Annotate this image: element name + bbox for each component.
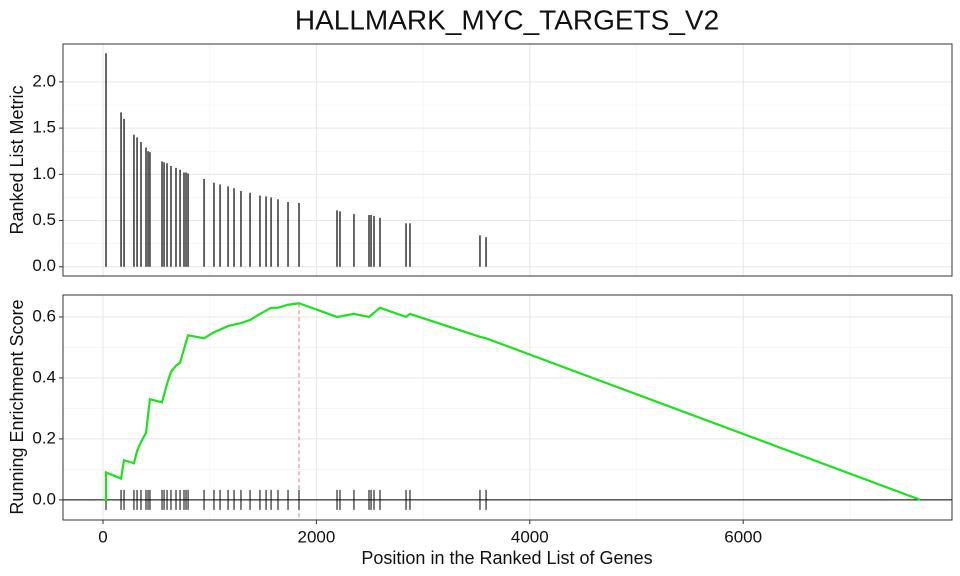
y-tick-label: 0.0 <box>32 489 56 508</box>
y-tick-label: 1.5 <box>32 118 56 137</box>
enrichment-line <box>103 302 921 501</box>
x-axis-title: Position in the Ranked List of Genes <box>361 548 652 568</box>
y-tick-label: 0.5 <box>32 210 56 229</box>
x-tick-label: 0 <box>98 527 107 546</box>
y-axis-title: Ranked List Metric <box>7 85 27 234</box>
y-tick-label: 0.4 <box>32 367 56 386</box>
y-tick-label: 2.0 <box>32 71 56 90</box>
x-tick-label: 6000 <box>724 527 762 546</box>
chart-title: HALLMARK_MYC_TARGETS_V2 <box>295 4 719 35</box>
x-tick-label: 4000 <box>511 527 549 546</box>
y-tick-label: 0.0 <box>32 256 56 275</box>
panel-border <box>62 43 953 277</box>
y-axis-title: Running Enrichment Score <box>7 299 27 514</box>
x-tick-label: 2000 <box>297 527 335 546</box>
y-tick-label: 0.6 <box>32 306 56 325</box>
y-tick-label: 0.2 <box>32 428 56 447</box>
y-tick-label: 1.0 <box>32 164 56 183</box>
panel-border <box>62 294 953 521</box>
